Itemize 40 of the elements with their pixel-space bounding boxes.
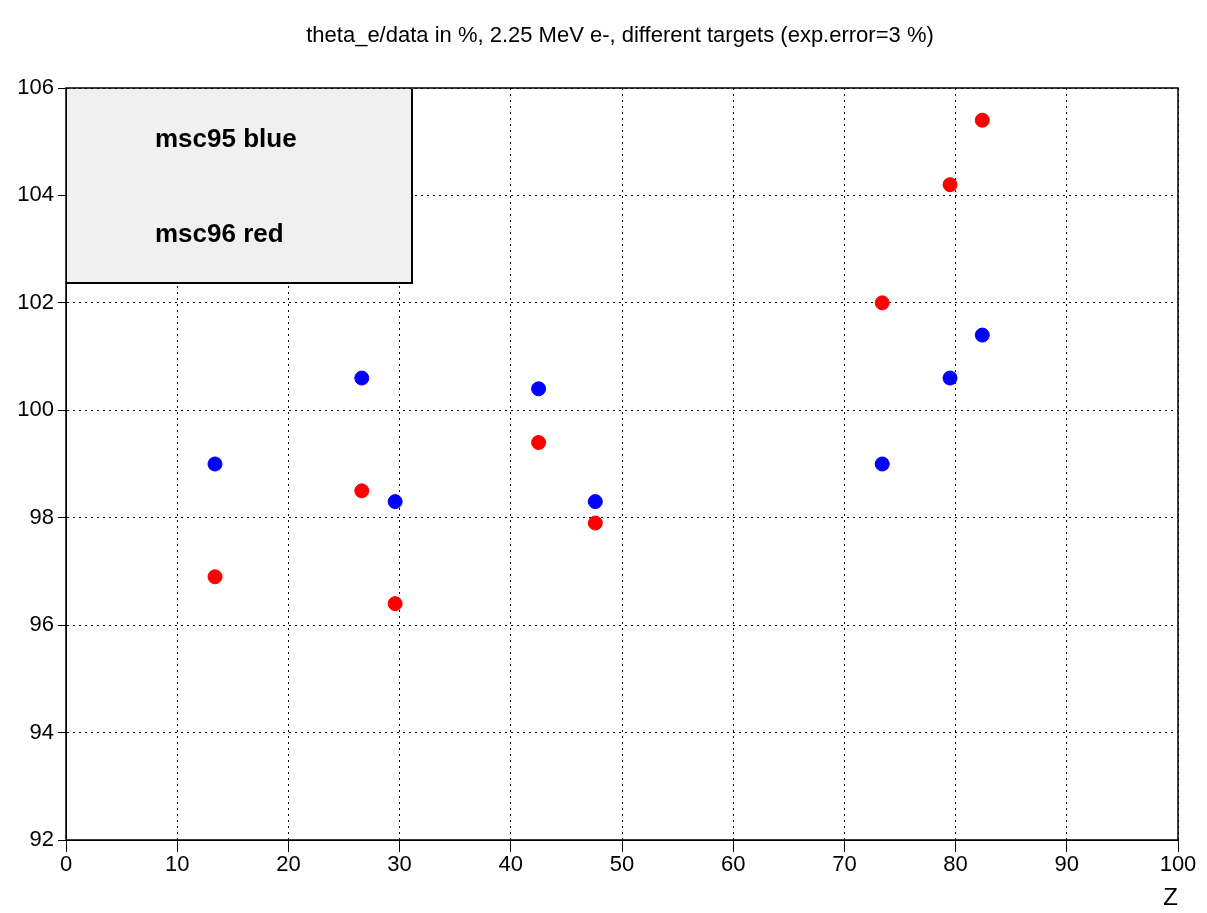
y-tick-label: 94 bbox=[29, 718, 54, 744]
x-tick-label: 50 bbox=[609, 851, 635, 877]
x-tick-label: 100 bbox=[1159, 851, 1197, 877]
y-tick-label: 100 bbox=[17, 396, 54, 422]
y-tick-label: 98 bbox=[29, 503, 54, 529]
y-tick-label: 104 bbox=[17, 181, 54, 207]
y-tick-label: 96 bbox=[29, 611, 54, 637]
point bbox=[207, 569, 223, 585]
x-tick-label: 80 bbox=[943, 851, 968, 877]
point bbox=[531, 435, 547, 451]
point bbox=[387, 494, 403, 510]
point bbox=[874, 456, 890, 472]
point bbox=[354, 483, 370, 499]
x-tick-label: 40 bbox=[498, 851, 524, 877]
annotation: msc96 red bbox=[155, 218, 284, 249]
x-tick-label: 0 bbox=[59, 851, 73, 877]
point bbox=[207, 456, 223, 472]
y-tick-label: 102 bbox=[17, 288, 54, 314]
x-axis-title: Z bbox=[1163, 882, 1178, 910]
x-tick-label: 90 bbox=[1054, 851, 1080, 877]
annotation: msc95 blue bbox=[155, 123, 297, 154]
y-tick-label: 106 bbox=[17, 74, 54, 100]
x-tick-label: 10 bbox=[164, 851, 190, 877]
x-tick-label: 60 bbox=[720, 851, 746, 877]
point bbox=[531, 381, 547, 397]
x-tick-label: 30 bbox=[387, 851, 412, 877]
point bbox=[587, 515, 603, 531]
x-tick-label: 20 bbox=[276, 851, 301, 877]
point bbox=[354, 370, 370, 386]
point bbox=[974, 327, 990, 343]
text-box: msc95 blue msc96 red bbox=[67, 89, 413, 284]
point bbox=[587, 494, 603, 510]
point bbox=[942, 370, 958, 386]
chart-title: theta_e/data in %, 2.25 MeV e-, different targets (exp.error=3 %) bbox=[306, 22, 934, 48]
y-tick-label: 92 bbox=[29, 826, 54, 852]
x-tick-label: 70 bbox=[832, 851, 857, 877]
point bbox=[942, 177, 958, 193]
point bbox=[874, 295, 890, 311]
point bbox=[974, 112, 990, 128]
point bbox=[387, 596, 403, 612]
